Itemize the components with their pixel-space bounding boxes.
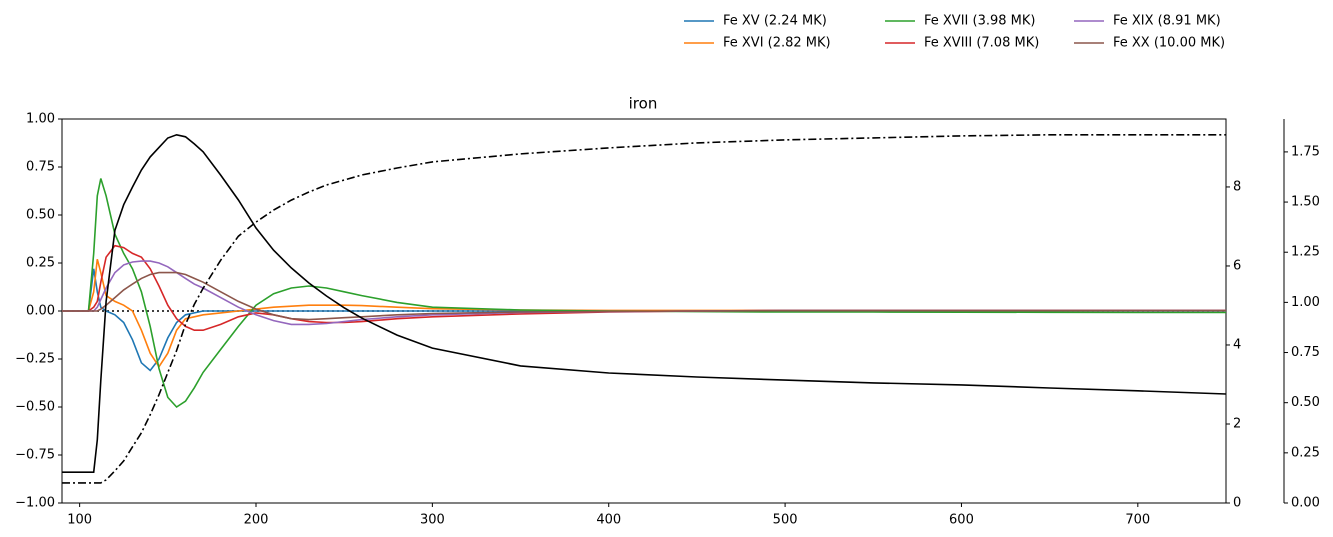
legend-label: Fe XV (2.24 MK) xyxy=(723,14,827,29)
y-tick-label: −0.25 xyxy=(15,352,55,367)
series-line xyxy=(62,244,1226,331)
series-line xyxy=(62,260,1226,326)
legend-label: Fe XVIII (7.08 MK) xyxy=(924,36,1039,51)
x-tick-label: 200 xyxy=(244,513,269,528)
y3-tick-label: 0.00 xyxy=(1291,496,1320,511)
series-line xyxy=(62,268,1226,372)
x-tick-label: 700 xyxy=(1125,513,1150,528)
y3-tick-label: 1.00 xyxy=(1291,295,1320,310)
y-tick-label: 0.75 xyxy=(26,160,55,175)
series-line xyxy=(62,178,1226,409)
y3-tick-label: 0.75 xyxy=(1291,345,1320,360)
x-tick-label: 600 xyxy=(949,513,974,528)
y-tick-label: −0.50 xyxy=(15,400,55,415)
y2-tick-label: 6 xyxy=(1233,258,1241,273)
series-line xyxy=(62,133,1226,473)
legend-label: Fe XX (10.00 MK) xyxy=(1113,36,1225,51)
legend-label: Fe XVI (2.82 MK) xyxy=(723,36,831,51)
x-tick-label: 500 xyxy=(773,513,798,528)
y-tick-label: 0.50 xyxy=(26,208,55,223)
legend-label: Fe XVII (3.98 MK) xyxy=(924,14,1035,29)
series-line xyxy=(62,271,1226,321)
y2-tick-label: 4 xyxy=(1233,337,1241,352)
y3-tick-label: 1.75 xyxy=(1291,144,1320,159)
y3-tick-label: 1.25 xyxy=(1291,245,1320,260)
y-tick-label: 0.25 xyxy=(26,256,55,271)
x-tick-label: 100 xyxy=(67,513,92,528)
y-tick-label: 0.00 xyxy=(26,304,55,319)
y-tick-label: −1.00 xyxy=(15,496,55,511)
y2-tick-label: 0 xyxy=(1233,496,1241,511)
y-tick-label: 1.00 xyxy=(26,112,55,127)
x-tick-label: 400 xyxy=(596,513,621,528)
y-tick-label: −0.75 xyxy=(15,448,55,463)
chart-title: iron xyxy=(629,95,658,113)
y2-tick-label: 2 xyxy=(1233,416,1241,431)
y2-tick-label: 8 xyxy=(1233,179,1241,194)
x-tick-label: 300 xyxy=(420,513,445,528)
y3-tick-label: 1.50 xyxy=(1291,195,1320,210)
y3-tick-label: 0.25 xyxy=(1291,445,1320,460)
series-line xyxy=(62,134,1226,484)
y3-tick-label: 0.50 xyxy=(1291,395,1320,410)
legend-label: Fe XIX (8.91 MK) xyxy=(1113,14,1221,29)
